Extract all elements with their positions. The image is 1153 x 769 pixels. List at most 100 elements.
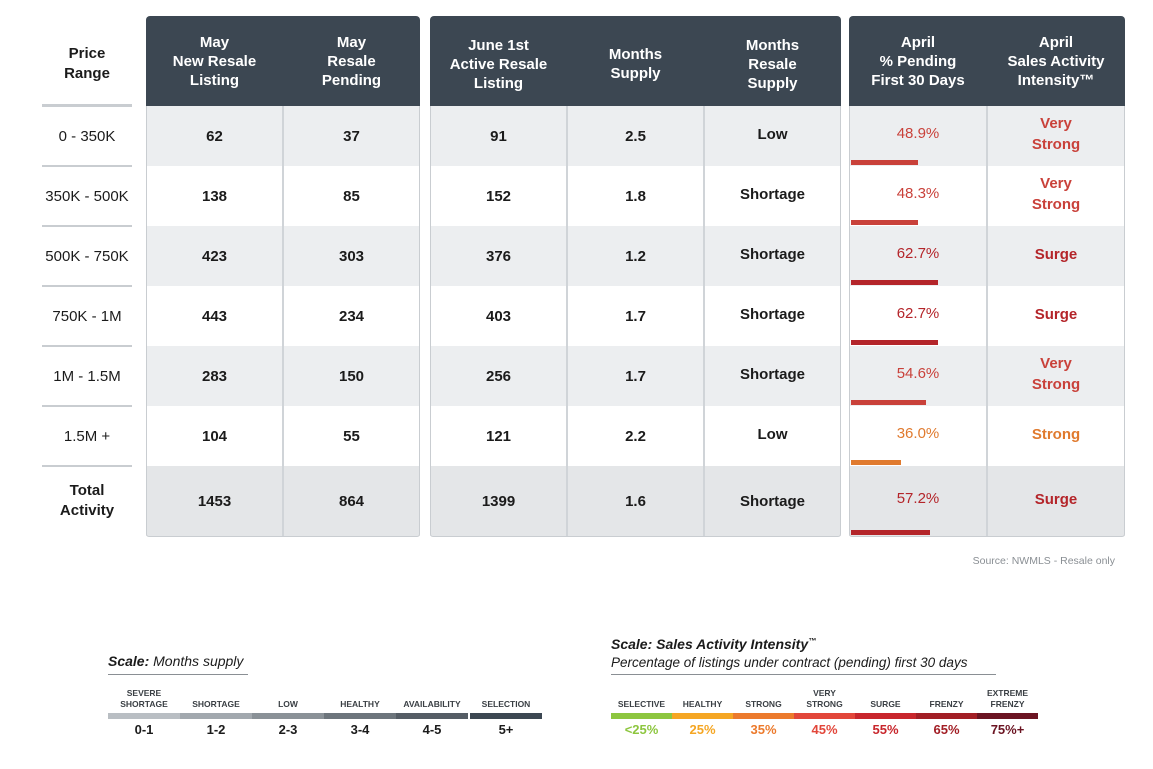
intensity-scale-label: STRONG: [745, 699, 782, 709]
months-scale-segment: [108, 713, 180, 719]
months-scale-label: LOW: [278, 699, 298, 709]
months-scale-underline: [108, 674, 248, 675]
intensity-scale-range: 25%: [689, 722, 716, 737]
cell-new: 443: [201, 307, 228, 325]
row-separator: [42, 225, 132, 227]
pct-bar: [851, 400, 926, 405]
intensity-scale-segment: [733, 713, 794, 719]
cell-resale-supply: Low: [757, 425, 788, 443]
months-scale-label: HEALTHY: [340, 699, 380, 709]
cell-new: 423: [201, 247, 228, 265]
row-separator: [42, 105, 132, 107]
months-scale-label: SEVERE SHORTAGE: [120, 688, 168, 709]
cell-resale-supply: Shortage: [739, 245, 805, 263]
divider: [282, 106, 284, 536]
cell-active: 403: [485, 307, 512, 325]
cell-new: 1453: [197, 492, 232, 510]
months-scale-segment: [180, 713, 252, 719]
cell-supply: 2.2: [625, 427, 646, 445]
intensity-scale-range: 45%: [811, 722, 838, 737]
cell-pending: 37: [343, 127, 360, 145]
row-band: [430, 346, 841, 406]
cell-pending: 234: [338, 307, 365, 325]
header-may-pending: May Resale Pending: [321, 33, 382, 89]
row-band: [430, 106, 841, 166]
months-scale-segment: [470, 713, 542, 719]
divider: [566, 106, 568, 536]
pct-bar: [851, 460, 901, 465]
intensity-scale-title: Scale: Sales Activity Intensity™: [611, 636, 816, 652]
intensity-scale-segment: [977, 713, 1038, 719]
row-separator: [42, 165, 132, 167]
row-separator: [42, 465, 132, 467]
months-scale-range: 4-5: [422, 722, 442, 737]
pct-bar: [851, 160, 918, 165]
cell-new: 104: [201, 427, 228, 445]
cell-intensity: Surge: [1034, 490, 1078, 508]
row-separator: [42, 405, 132, 407]
cell-pct-pending: 57.2%: [896, 489, 940, 507]
row-separator: [42, 104, 132, 106]
pct-bar: [851, 220, 918, 225]
cell-pct-pending: 62.7%: [896, 244, 940, 262]
header-april-intensity: April Sales Activity Intensity™: [1007, 33, 1105, 89]
row-band: [430, 466, 841, 536]
intensity-scale-range: 75%+: [990, 722, 1025, 737]
cell-new: 283: [201, 367, 228, 385]
header-months-resale-supply: Months Resale Supply: [745, 36, 800, 92]
intensity-scale-label: FRENZY: [929, 699, 964, 709]
cell-pct-pending: 48.9%: [896, 124, 940, 142]
intensity-scale-range: 35%: [750, 722, 777, 737]
intensity-scale-title-text: Scale: Sales Activity Intensity: [611, 636, 809, 652]
cell-intensity: Very Strong: [1031, 115, 1081, 153]
row-separator: [42, 285, 132, 287]
cell-pct-pending: 48.3%: [896, 184, 940, 202]
cell-intensity: Very Strong: [1031, 355, 1081, 393]
cell-resale-supply: Shortage: [739, 365, 805, 383]
cell-pending: 150: [338, 367, 365, 385]
cell-supply: 1.7: [625, 367, 646, 385]
months-scale-title: Scale: Months supply: [108, 653, 243, 669]
cell-supply: 1.6: [625, 492, 646, 510]
group-2-border: [430, 106, 841, 537]
cell-active: 91: [490, 127, 507, 145]
price-range-label: 0 - 350K: [58, 127, 116, 145]
cell-pct-pending: 62.7%: [896, 304, 940, 322]
price-range-label: 750K - 1M: [52, 307, 122, 325]
divider: [703, 106, 705, 536]
price-range-header: Price Range: [64, 45, 110, 82]
months-scale-range: 0-1: [134, 722, 154, 737]
months-scale-label: SELECTION: [481, 699, 531, 709]
months-scale-segment: [324, 713, 396, 719]
months-scale-label: SHORTAGE: [192, 699, 240, 709]
header-may-new-listing: May New Resale Listing: [172, 33, 257, 89]
header-april-pct-pending: April % Pending First 30 Days: [871, 33, 965, 89]
intensity-scale-subtitle: Percentage of listings under contract (p…: [611, 655, 968, 670]
pct-bar: [851, 340, 938, 345]
group-1-border: [146, 106, 420, 537]
header-group-3: [849, 16, 1125, 106]
months-scale-range: 1-2: [206, 722, 226, 737]
group-3-border: [849, 106, 1125, 537]
intensity-scale-underline: [611, 674, 996, 675]
intensity-scale-segment: [611, 713, 672, 719]
cell-resale-supply: Shortage: [739, 305, 805, 323]
pct-bar: [851, 280, 938, 285]
intensity-scale-label: SURGE: [870, 699, 901, 709]
cell-pct-pending: 36.0%: [896, 424, 940, 442]
cell-active: 1399: [481, 492, 516, 510]
months-scale-range: 5+: [498, 722, 514, 737]
intensity-scale-label: EXTREME FRENZY: [986, 688, 1029, 709]
intensity-scale-segment: [916, 713, 977, 719]
intensity-scale-range: <25%: [624, 722, 659, 737]
intensity-scale-segment: [672, 713, 733, 719]
intensity-scale-label: VERY STRONG: [806, 688, 843, 709]
header-june-active: June 1st Active Resale Listing: [449, 36, 548, 92]
cell-pending: 55: [343, 427, 360, 445]
price-range-label: 500K - 750K: [45, 247, 129, 265]
cell-intensity: Surge: [1034, 305, 1078, 323]
cell-active: 376: [485, 247, 512, 265]
months-scale-label: AVAILABILITY: [403, 699, 461, 709]
months-scale-range: 2-3: [278, 722, 298, 737]
months-scale-title-rest: Months supply: [149, 653, 244, 669]
